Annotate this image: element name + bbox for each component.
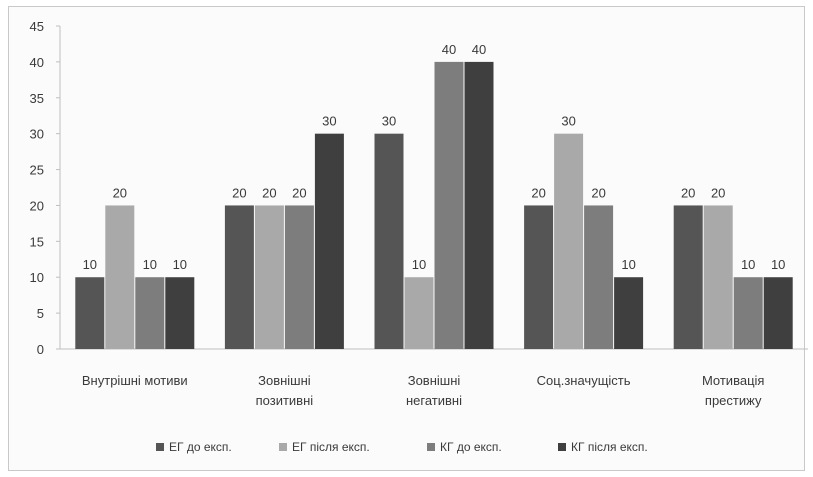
data-label: 20 bbox=[681, 185, 695, 200]
legend-swatch bbox=[156, 443, 164, 451]
y-tick-label: 35 bbox=[30, 91, 44, 106]
x-tick-label: позитивні bbox=[256, 393, 314, 408]
data-label: 10 bbox=[741, 257, 755, 272]
data-label: 10 bbox=[621, 257, 635, 272]
bar bbox=[75, 277, 105, 349]
data-label: 10 bbox=[412, 257, 426, 272]
data-label: 30 bbox=[561, 114, 575, 129]
x-tick-label: Зовнішні bbox=[258, 373, 311, 388]
y-tick-label: 45 bbox=[30, 19, 44, 34]
data-label: 30 bbox=[322, 114, 336, 129]
y-tick-label: 5 bbox=[37, 306, 44, 321]
x-tick-label: престижу bbox=[705, 393, 762, 408]
data-label: 20 bbox=[711, 185, 725, 200]
bar bbox=[524, 205, 554, 349]
bar bbox=[763, 277, 793, 349]
bar bbox=[165, 277, 195, 349]
x-tick-label: Внутрішні мотиви bbox=[82, 373, 188, 388]
x-tick-label: негативні bbox=[406, 393, 462, 408]
data-label: 20 bbox=[292, 185, 306, 200]
y-tick-label: 10 bbox=[30, 270, 44, 285]
y-tick-label: 15 bbox=[30, 234, 44, 249]
legend-swatch bbox=[279, 443, 287, 451]
bar bbox=[703, 205, 733, 349]
y-tick-label: 40 bbox=[30, 55, 44, 70]
legend-label: КГ до експ. bbox=[440, 440, 502, 454]
data-label: 40 bbox=[442, 42, 456, 57]
data-label: 20 bbox=[113, 185, 127, 200]
x-tick-label: Мотивація bbox=[702, 373, 765, 388]
bar bbox=[733, 277, 763, 349]
legend-label: ЕГ після експ. bbox=[292, 440, 370, 454]
data-label: 20 bbox=[531, 185, 545, 200]
legend-label: ЕГ до експ. bbox=[169, 440, 232, 454]
bar bbox=[404, 277, 434, 349]
bar bbox=[434, 61, 464, 350]
bar bbox=[554, 133, 584, 349]
bar bbox=[135, 277, 165, 349]
legend-swatch bbox=[558, 443, 566, 451]
data-label: 30 bbox=[382, 114, 396, 129]
data-label: 20 bbox=[232, 185, 246, 200]
x-tick-label: Соц.значущість bbox=[537, 373, 631, 388]
data-label: 20 bbox=[262, 185, 276, 200]
chart-frame bbox=[8, 6, 805, 471]
data-label: 10 bbox=[771, 257, 785, 272]
data-label: 40 bbox=[472, 42, 486, 57]
data-label: 10 bbox=[83, 257, 97, 272]
bar bbox=[105, 205, 135, 349]
bar bbox=[374, 133, 404, 349]
bar bbox=[614, 277, 644, 349]
y-tick-label: 25 bbox=[30, 163, 44, 178]
y-tick-label: 0 bbox=[37, 342, 44, 357]
bar bbox=[673, 205, 703, 349]
legend-label: КГ після експ. bbox=[571, 440, 648, 454]
bar bbox=[254, 205, 284, 349]
x-tick-label: Зовнішні bbox=[408, 373, 461, 388]
data-label: 20 bbox=[591, 185, 605, 200]
bar bbox=[314, 133, 344, 349]
y-tick-label: 20 bbox=[30, 198, 44, 213]
bar bbox=[464, 61, 494, 350]
bar bbox=[284, 205, 314, 349]
data-label: 10 bbox=[173, 257, 187, 272]
legend-swatch bbox=[427, 443, 435, 451]
bar bbox=[224, 205, 254, 349]
data-label: 10 bbox=[143, 257, 157, 272]
y-tick-label: 30 bbox=[30, 127, 44, 142]
bar bbox=[584, 205, 614, 349]
